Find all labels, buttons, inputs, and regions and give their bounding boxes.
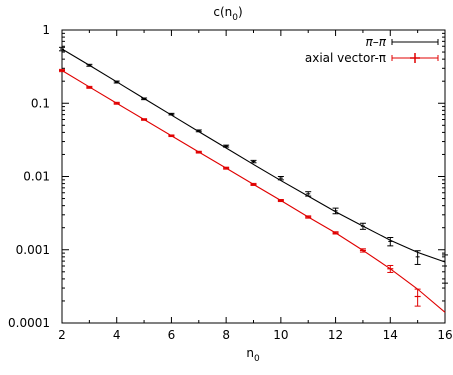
data-point-pi-pi [332, 207, 339, 215]
data-point-axial-vector-pi [277, 199, 284, 203]
legend-label-axial-vector-pi: axial vector-π [305, 51, 386, 65]
fit-curve-pi-pi [61, 48, 446, 263]
x-tick-label: 8 [222, 328, 230, 342]
data-point-pi-pi [141, 97, 148, 101]
axis-ticks [61, 29, 446, 324]
data-point-axial-vector-pi [59, 68, 65, 73]
x-tick-label: 4 [113, 328, 121, 342]
data-point-pi-pi [59, 46, 65, 52]
y-tick-label: 0.0001 [8, 316, 50, 330]
x-tick-label: 14 [383, 328, 398, 342]
axis-tick-labels: 2 4 6 8 10 12 14 16 0.0001 0.001 0.01 0.1 1 [8, 23, 453, 342]
x-tick-label: 2 [58, 328, 66, 342]
data-point-pi-pi [86, 63, 93, 67]
series-axial-vector-pi [59, 68, 446, 313]
y-tick-label: 0.01 [23, 170, 50, 184]
data-point-axial-vector-pi [332, 231, 339, 235]
legend: π–π axial vector-π [305, 35, 439, 65]
y-tick-label: 1 [42, 23, 50, 37]
data-point-axial-vector-pi [141, 118, 148, 121]
data-point-pi-pi [168, 112, 175, 116]
data-point-axial-vector-pi [168, 134, 175, 138]
data-point-axial-vector-pi [113, 101, 120, 105]
x-axis-label-main: n [246, 346, 254, 360]
x-tick-label: 10 [273, 328, 288, 342]
data-point-pi-pi [223, 144, 230, 148]
chart-title-main: c(n [213, 5, 232, 19]
y-tick-label: 0.001 [16, 243, 50, 257]
x-tick-label: 6 [168, 328, 176, 342]
data-point-axial-vector-pi [195, 150, 202, 154]
series-layer [59, 46, 448, 313]
data-point-pi-pi [387, 236, 394, 247]
x-axis-label: n0 [246, 346, 260, 364]
data-point-pi-pi [442, 254, 448, 284]
plot-frame [61, 29, 446, 324]
data-point-pi-pi [359, 222, 366, 230]
data-point-pi-pi [277, 176, 284, 181]
data-point-axial-vector-pi [359, 248, 366, 253]
x-tick-label: 12 [328, 328, 343, 342]
legend-label-pi-pi: π–π [366, 35, 387, 49]
data-point-axial-vector-pi [250, 182, 257, 186]
data-point-pi-pi [305, 191, 312, 197]
chart-title-subscript: 0 [232, 13, 238, 23]
data-point-axial-vector-pi [305, 215, 312, 219]
data-point-axial-vector-pi [414, 288, 421, 307]
data-point-axial-vector-pi [387, 264, 394, 273]
data-point-pi-pi [414, 250, 421, 265]
data-point-pi-pi [195, 129, 202, 133]
data-point-pi-pi [113, 80, 120, 84]
series-pi-pi [59, 46, 448, 284]
data-point-pi-pi [250, 159, 257, 164]
x-axis-label-subscript: 0 [254, 354, 260, 364]
data-point-axial-vector-pi [223, 166, 230, 170]
data-point-axial-vector-pi [86, 85, 93, 89]
x-tick-label: 16 [437, 328, 452, 342]
legend-sample-pi-pi [391, 39, 439, 45]
chart-title-close: ) [238, 5, 243, 19]
y-tick-label: 0.1 [31, 96, 50, 110]
legend-sample-axial-vector-pi [391, 53, 439, 63]
fit-curve-axial-vector-pi [61, 70, 446, 313]
chart-title: c(n0) [213, 5, 242, 23]
